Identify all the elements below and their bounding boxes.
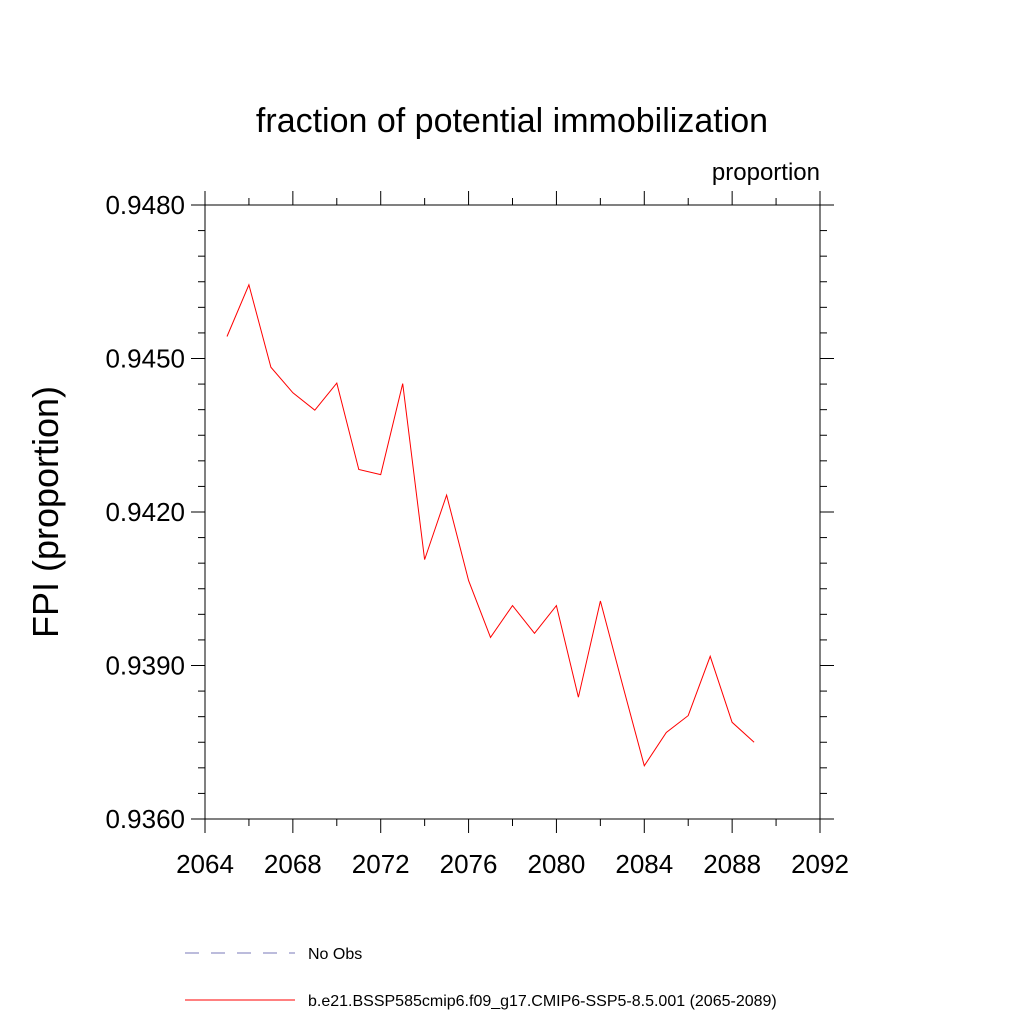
legend: No Obs b.e21.BSSP585cmip6.f09_g17.CMIP6-S… — [185, 946, 777, 1010]
x-tick-label: 2092 — [791, 849, 849, 879]
x-tick-label: 2072 — [352, 849, 410, 879]
y-tick-labels: 0.9360 0.9390 0.9420 0.9450 0.9480 — [105, 190, 185, 834]
chart-title: fraction of potential immobilization — [256, 102, 768, 140]
y-tick-label: 0.9420 — [105, 497, 185, 527]
legend-label: b.e21.BSSP585cmip6.f09_g17.CMIP6-SSP5-8.… — [308, 993, 777, 1010]
y-axis-label: FPI (proportion) — [25, 386, 66, 638]
legend-label: No Obs — [308, 946, 362, 963]
x-tick-label: 2076 — [440, 849, 498, 879]
x-tick-label: 2084 — [615, 849, 673, 879]
x-tick-labels: 2064 2068 2072 2076 2080 2084 2088 2092 — [176, 849, 849, 879]
x-tick-label: 2088 — [703, 849, 761, 879]
axis-ticks — [191, 191, 834, 833]
x-tick-label: 2080 — [528, 849, 586, 879]
series-line-1 — [226, 283, 755, 768]
y-tick-label: 0.9480 — [105, 190, 185, 220]
units-label: proportion — [712, 159, 820, 186]
y-tick-label: 0.9390 — [105, 651, 185, 681]
y-tick-label: 0.9450 — [105, 344, 185, 374]
y-tick-label: 0.9360 — [105, 804, 185, 834]
x-tick-label: 2068 — [264, 849, 322, 879]
plot-frame — [204, 204, 821, 820]
series-lines — [226, 283, 755, 768]
x-tick-label: 2064 — [176, 849, 234, 879]
